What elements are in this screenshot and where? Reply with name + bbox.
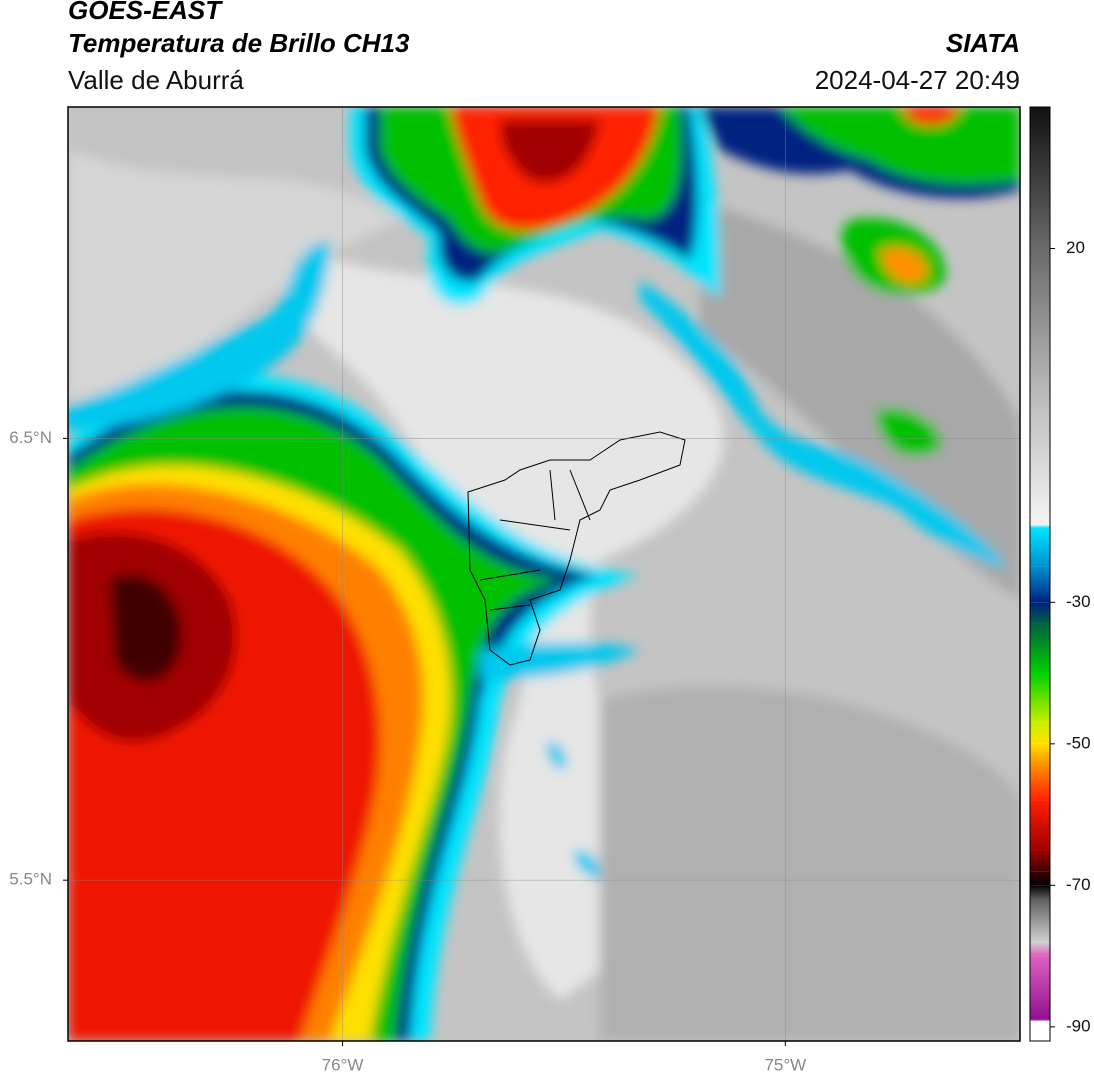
- colorbar-segment: [1030, 248, 1050, 391]
- colorbar-segment: [1030, 765, 1050, 801]
- colorbar-tick-label: -70: [1066, 875, 1091, 894]
- colorbar-frame: [1029, 106, 1051, 1042]
- satellite-image: [68, 107, 1020, 1041]
- colorbar-tick-label: 20: [1066, 238, 1085, 257]
- colorbar-segment: [1030, 602, 1050, 624]
- title: GOES-EAST: [68, 0, 223, 25]
- colorbar-segment: [1030, 941, 1050, 957]
- subtitle: Temperatura de Brillo CH13: [68, 28, 410, 58]
- colorbar-segment: [1030, 566, 1050, 603]
- colorbar-segment: [1030, 524, 1050, 529]
- lon-tick-label: 76°W: [322, 1055, 364, 1074]
- colorbar-segment: [1030, 956, 1050, 1020]
- colorbar-segment: [1030, 623, 1050, 674]
- lon-tick-label: 75°W: [764, 1055, 806, 1074]
- colorbar-segment: [1030, 885, 1050, 900]
- colorbar-segment: [1030, 107, 1050, 249]
- colorbar-segment: [1030, 722, 1050, 744]
- colorbar-tick-label: -90: [1066, 1016, 1091, 1035]
- map-frame: [67, 106, 1021, 1042]
- colorbar-tick-label: -30: [1066, 592, 1091, 611]
- lat-tick-label: 5.5°N: [9, 870, 52, 889]
- colorbar-segment: [1030, 743, 1050, 766]
- colorbar-segment: [1030, 871, 1050, 886]
- colorbar-segment: [1030, 1019, 1050, 1022]
- source: SIATA: [946, 28, 1020, 58]
- colorbar-segment: [1030, 899, 1050, 942]
- timestamp: 2024-04-27 20:49: [815, 65, 1020, 95]
- colorbar-segment: [1030, 1021, 1050, 1041]
- lat-tick-label: 6.5°N: [9, 428, 52, 447]
- colorbar-tick-label: -50: [1066, 733, 1091, 752]
- colorbar-segment: [1030, 800, 1050, 850]
- region: Valle de Aburrá: [68, 65, 244, 95]
- colorbar-segment: [1030, 528, 1050, 567]
- colorbar-segment: [1030, 390, 1050, 525]
- colorbar-segment: [1030, 849, 1050, 872]
- colorbar-segment: [1030, 673, 1050, 723]
